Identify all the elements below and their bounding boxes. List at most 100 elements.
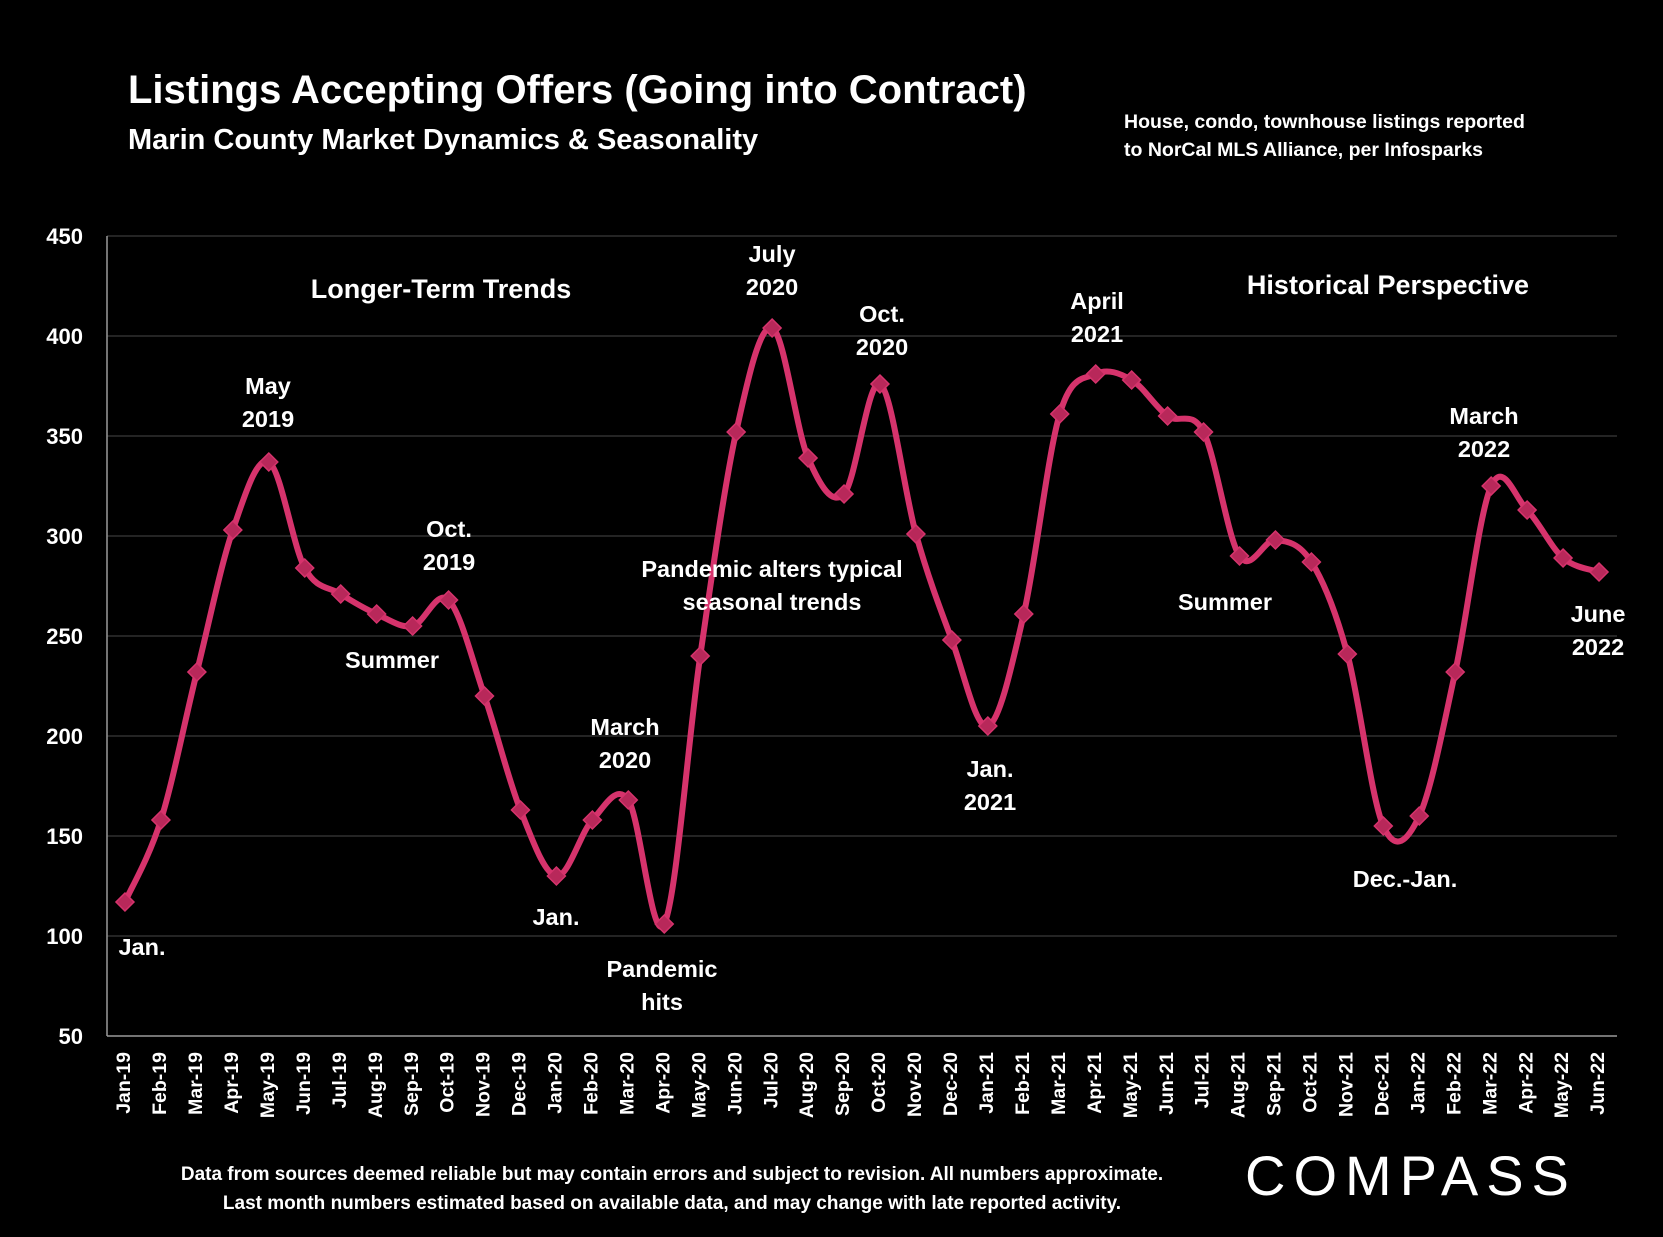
data-point-marker [294, 557, 315, 579]
data-point-marker [1445, 661, 1466, 683]
y-tick-label: 100 [46, 924, 83, 949]
x-tick-label: Aug-20 [796, 1052, 818, 1118]
y-tick-label: 200 [46, 724, 83, 749]
data-point-marker [150, 809, 171, 831]
chart-annotation: Pandemic alters typical [641, 556, 902, 582]
x-tick-label: Jan-22 [1407, 1052, 1429, 1114]
x-tick-label: Nov-20 [904, 1052, 926, 1117]
data-point-marker [114, 891, 136, 913]
data-point-marker [258, 451, 279, 473]
data-point-marker [1553, 547, 1574, 569]
x-tick-label: Oct-21 [1300, 1052, 1322, 1113]
x-tick-label: Sep-19 [401, 1052, 423, 1116]
x-tick-label: Jan-20 [545, 1052, 567, 1114]
data-point-marker [798, 447, 819, 469]
data-point-marker [474, 685, 495, 707]
chart-annotation: 2022 [1572, 634, 1624, 660]
chart-annotation: May [245, 373, 291, 399]
data-point-marker [941, 629, 962, 651]
chart-annotation: hits [641, 989, 683, 1015]
data-point-marker [186, 661, 207, 683]
chart-annotation: Oct. [859, 301, 905, 327]
chart-annotation: Dec.-Jan. [1353, 866, 1458, 892]
x-tick-label: Dec-19 [509, 1052, 531, 1116]
chart-annotation: Summer [345, 647, 439, 673]
y-tick-label: 350 [46, 424, 83, 449]
data-point-marker [905, 523, 926, 545]
data-point-marker [833, 483, 855, 505]
y-tick-label: 250 [46, 624, 83, 649]
data-point-marker [222, 519, 243, 541]
data-point-marker [582, 809, 603, 831]
data-point-marker [869, 373, 891, 395]
x-tick-label: Dec-20 [940, 1052, 962, 1116]
data-point-marker [510, 799, 531, 821]
x-tick-label: Jan-21 [976, 1052, 998, 1114]
x-tick-label: Aug-21 [1228, 1052, 1250, 1118]
data-point-marker [726, 421, 747, 443]
x-tick-label: Mar-21 [1048, 1052, 1070, 1115]
x-tick-label: Feb-21 [1012, 1052, 1034, 1115]
axes [106, 236, 1617, 1037]
data-point-marker [330, 583, 351, 605]
chart-annotation: 2019 [242, 406, 294, 432]
chart-annotation: June [1571, 601, 1626, 627]
x-tick-label: Apr-21 [1084, 1052, 1106, 1114]
data-point-marker [1085, 363, 1106, 385]
data-point-marker [1337, 643, 1358, 665]
chart-annotation: 2020 [746, 274, 798, 300]
chart-annotation: 2022 [1458, 436, 1510, 462]
x-tick-label: Feb-19 [149, 1052, 171, 1115]
data-point-marker [690, 645, 711, 667]
chart-annotation: March [590, 714, 659, 740]
x-tick-label: Oct-19 [437, 1052, 459, 1113]
x-tick-label: Dec-21 [1371, 1052, 1393, 1116]
grid-lines [107, 235, 1617, 937]
data-point-marker [1373, 815, 1394, 837]
x-tick-label: Jul-21 [1192, 1052, 1214, 1109]
chart-annotation: March [1449, 403, 1518, 429]
section-label: Historical Perspective [1247, 270, 1529, 300]
chart-annotation: 2020 [856, 334, 908, 360]
data-point-marker [366, 603, 387, 625]
data-point-marker [1157, 405, 1178, 427]
data-point-marker [402, 615, 423, 637]
chart-annotation: Jan. [118, 934, 165, 960]
footer-line: Data from sources deemed reliable but ma… [180, 1164, 1164, 1185]
y-tick-label: 50 [59, 1024, 83, 1049]
source-note-line: to NorCal MLS Alliance, per Infosparks [1124, 139, 1484, 161]
footer-disclaimer: Data from sources deemed reliable but ma… [0, 1160, 1344, 1218]
chart-annotation: Pandemic [606, 956, 717, 982]
y-tick-label: 300 [46, 524, 83, 549]
data-point-marker [546, 865, 567, 887]
x-tick-label: Feb-20 [581, 1052, 603, 1115]
source-note: House, condo, townhouse listings reporte… [1124, 108, 1525, 164]
data-point-marker [1301, 551, 1322, 573]
y-tick-label: 450 [46, 224, 83, 249]
source-note-line: House, condo, townhouse listings reporte… [1124, 111, 1525, 133]
data-point-marker [977, 715, 998, 737]
x-tick-label: Jul-20 [760, 1052, 782, 1109]
x-tick-label: Jun-19 [293, 1052, 315, 1115]
chart-annotation: 2021 [1071, 321, 1123, 347]
x-tick-label: Sep-20 [832, 1052, 854, 1116]
annotations: Longer-Term Trends Historical Perspective… [118, 241, 1625, 1015]
x-tick-label: May-19 [257, 1052, 279, 1118]
data-point-marker [1049, 403, 1070, 425]
chart-annotation: Jan. [966, 756, 1013, 782]
x-tick-label: Jan-19 [113, 1052, 135, 1114]
x-tick-label: Jun-20 [724, 1052, 746, 1115]
section-label: Longer-Term Trends [311, 274, 572, 304]
data-point-marker [762, 317, 783, 339]
data-point-marker [1265, 529, 1286, 551]
x-tick-label: May-21 [1120, 1052, 1142, 1118]
chart-annotation: seasonal trends [683, 589, 862, 615]
data-point-marker [438, 589, 459, 611]
chart-annotation: Oct. [426, 516, 472, 542]
series-line [121, 324, 1603, 930]
x-tick-label: Nov-21 [1336, 1052, 1358, 1117]
data-point-marker [618, 789, 639, 811]
x-tick-label: Aug-19 [365, 1052, 387, 1118]
data-point-marker [1193, 421, 1214, 443]
